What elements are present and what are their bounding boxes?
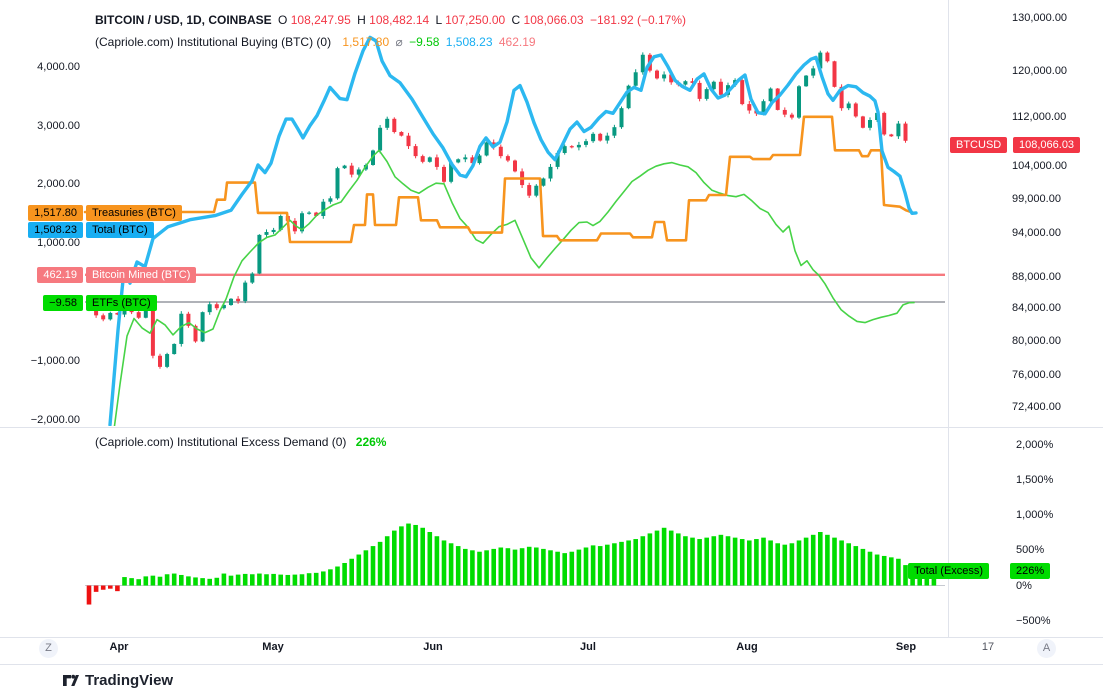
month-tick-label: Jul [580, 641, 596, 653]
treasuries-label-badge: Treasuries (BTC) [86, 205, 182, 221]
close-value: 108,066.03 [523, 13, 584, 27]
axis-tick-label: 3,000.00 [37, 119, 80, 132]
main-panel-series [83, 35, 945, 426]
high-label: H [357, 13, 366, 27]
total-label-badge: Total (BTC) [86, 222, 154, 238]
month-tick-label: Apr [109, 641, 129, 653]
tradingview-logo[interactable]: TradingView [62, 672, 173, 689]
scroll-left-z-button[interactable]: Z [39, 639, 58, 658]
chart-canvas[interactable] [0, 0, 948, 663]
axis-tick-label: 2,000% [1016, 438, 1054, 451]
axis-tick-label: 1,000.00 [37, 237, 80, 250]
open-label: O [278, 13, 288, 27]
lower-indicator-name[interactable]: (Capriole.com) Institutional Excess Dema… [95, 435, 347, 449]
symbol-header: BITCOIN / USD, 1D, COINBASE O 108,247.95… [95, 13, 689, 27]
treasuries-value-badge: 1,517.80 [28, 205, 83, 221]
axis-tick-label: 1,500% [1016, 473, 1054, 486]
mined-label-badge: Bitcoin Mined (BTC) [86, 267, 197, 283]
panel-separator[interactable] [0, 427, 1103, 428]
last-price-badge: 108,066.03 [1013, 137, 1081, 153]
total-legend-value: 1,508.23 [445, 35, 493, 49]
close-label: C [511, 13, 521, 27]
axis-tick-label: 72,400.00 [1012, 401, 1061, 413]
axis-tick-label: 104,000.00 [1012, 160, 1068, 173]
lower-indicator-legend: (Capriole.com) Institutional Excess Dema… [95, 435, 389, 449]
excess-label-badge: Total (Excess) [908, 563, 990, 579]
etfs-value-badge: −9.58 [43, 295, 83, 311]
axis-tick-label: 94,000.00 [1012, 227, 1061, 240]
change-value: −181.92 (−0.17%) [589, 13, 687, 27]
tradingview-logo-icon [63, 674, 79, 686]
month-tick-label: Sep [895, 641, 917, 653]
axis-tick-label: 80,000.00 [1012, 334, 1061, 347]
etfs-line [113, 149, 915, 426]
high-value: 108,482.14 [369, 13, 430, 27]
etfs-label-badge: ETFs (BTC) [86, 295, 157, 311]
tradingview-logo-text: TradingView [85, 672, 174, 689]
mined-value-badge: 462.19 [37, 267, 83, 283]
axis-tick-label: 120,000.00 [1012, 65, 1068, 78]
excess-value-badge: 226% [1010, 563, 1051, 579]
indicator-legend: (Capriole.com) Institutional Buying (BTC… [95, 35, 539, 49]
excess-legend-value: 226% [355, 435, 387, 449]
axis-tick-label: 112,000.00 [1012, 111, 1067, 123]
axis-tick-label: −2,000.00 [30, 413, 80, 426]
etfs-legend-value: −9.58 [409, 35, 440, 49]
total-value-badge: 1,508.23 [28, 222, 83, 238]
symbol-title[interactable]: BITCOIN / USD, 1D, COINBASE [95, 13, 272, 27]
auto-scale-a-button[interactable]: A [1037, 639, 1056, 658]
axis-tick-label: 1,000% [1016, 509, 1054, 522]
low-value: 107,250.00 [445, 13, 506, 27]
axis-tick-label: 130,000.00 [1012, 12, 1068, 24]
indicator-name[interactable]: (Capriole.com) Institutional Buying (BTC… [95, 35, 332, 49]
treasuries-line [83, 115, 915, 244]
axis-tick-label: −1,000.00 [30, 354, 80, 367]
mined-legend-value: 462.19 [498, 35, 536, 49]
month-tick-label: May [262, 641, 284, 653]
lower-panel-series [85, 523, 945, 605]
symbol-price-badge-label: BTCUSD [950, 137, 1008, 153]
open-value: 108,247.95 [290, 13, 351, 27]
time-axis-separator [0, 637, 1103, 638]
average-icon: ⌀ [395, 35, 403, 49]
axis-tick-label: 4,000.00 [37, 60, 80, 73]
axis-tick-label: 76,000.00 [1012, 368, 1061, 381]
axis-tick-label: 2,000.00 [37, 178, 80, 191]
month-tick-label: Jun [423, 641, 443, 653]
axis-tick-label: 500% [1016, 544, 1045, 557]
axis-tick-label: 84,000.00 [1012, 302, 1061, 315]
axis-tick-label: −500% [1016, 614, 1051, 627]
low-label: L [435, 13, 442, 27]
day-tick-label: 17 [981, 641, 995, 653]
total-line [108, 35, 918, 426]
axis-tick-label: 99,000.00 [1012, 193, 1061, 205]
axis-tick-label: 0% [1016, 579, 1032, 592]
price-axis-separator[interactable] [948, 0, 949, 637]
month-tick-label: Aug [736, 641, 758, 653]
treasuries-legend-value: 1,517.80 [342, 35, 390, 49]
axis-tick-label: 88,000.00 [1012, 271, 1061, 284]
bottom-bar-separator [0, 664, 1103, 665]
